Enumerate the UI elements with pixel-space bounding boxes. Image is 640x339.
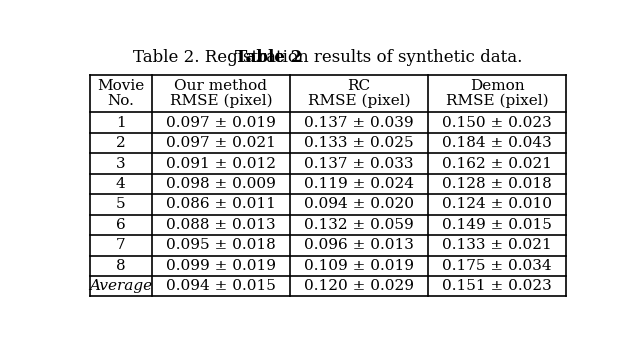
Text: 0.091 ± 0.012: 0.091 ± 0.012 [166,157,276,171]
Text: 6: 6 [116,218,125,232]
Text: 0.099 ± 0.019: 0.099 ± 0.019 [166,259,276,273]
Text: 0.151 ± 0.023: 0.151 ± 0.023 [442,279,552,293]
Text: 0.119 ± 0.024: 0.119 ± 0.024 [304,177,414,191]
Text: 0.097 ± 0.021: 0.097 ± 0.021 [166,136,276,150]
Text: RMSE (pixel): RMSE (pixel) [170,93,272,108]
Text: Table 2. Registration results of synthetic data.: Table 2. Registration results of synthet… [133,48,523,65]
Text: No.: No. [108,94,134,107]
Text: Average: Average [90,279,152,293]
Text: 0.094 ± 0.020: 0.094 ± 0.020 [304,198,414,212]
Text: 0.109 ± 0.019: 0.109 ± 0.019 [304,259,414,273]
Text: 0.132 ± 0.059: 0.132 ± 0.059 [304,218,414,232]
Text: 0.097 ± 0.019: 0.097 ± 0.019 [166,116,276,130]
Text: RC: RC [348,79,371,94]
Text: 0.149 ± 0.015: 0.149 ± 0.015 [442,218,552,232]
Text: 0.124 ± 0.010: 0.124 ± 0.010 [442,198,552,212]
Text: 0.184 ± 0.043: 0.184 ± 0.043 [442,136,552,150]
Text: Demon: Demon [470,79,524,94]
Text: 0.137 ± 0.039: 0.137 ± 0.039 [304,116,414,130]
Text: 0.088 ± 0.013: 0.088 ± 0.013 [166,218,276,232]
Text: 0.175 ± 0.034: 0.175 ± 0.034 [442,259,552,273]
Text: 0.128 ± 0.018: 0.128 ± 0.018 [442,177,552,191]
Text: 0.094 ± 0.015: 0.094 ± 0.015 [166,279,276,293]
Text: 0.120 ± 0.029: 0.120 ± 0.029 [304,279,414,293]
Text: RMSE (pixel): RMSE (pixel) [308,93,410,108]
Text: 0.095 ± 0.018: 0.095 ± 0.018 [166,238,276,252]
Text: Our method: Our method [174,79,268,94]
Text: 0.098 ± 0.009: 0.098 ± 0.009 [166,177,276,191]
Text: 0.096 ± 0.013: 0.096 ± 0.013 [304,238,414,252]
Text: 2: 2 [116,136,125,150]
Text: 0.086 ± 0.011: 0.086 ± 0.011 [166,198,276,212]
Text: 0.162 ± 0.021: 0.162 ± 0.021 [442,157,552,171]
Text: 3: 3 [116,157,125,171]
Text: RMSE (pixel): RMSE (pixel) [445,93,548,108]
Text: Table 2: Table 2 [235,48,302,65]
Text: Movie: Movie [97,79,145,94]
Text: 7: 7 [116,238,125,252]
Text: 0.137 ± 0.033: 0.137 ± 0.033 [304,157,413,171]
Text: 0.133 ± 0.025: 0.133 ± 0.025 [304,136,414,150]
Text: 4: 4 [116,177,125,191]
Text: 5: 5 [116,198,125,212]
Text: 0.133 ± 0.021: 0.133 ± 0.021 [442,238,552,252]
Text: 1: 1 [116,116,125,130]
Text: 8: 8 [116,259,125,273]
Text: 0.150 ± 0.023: 0.150 ± 0.023 [442,116,552,130]
